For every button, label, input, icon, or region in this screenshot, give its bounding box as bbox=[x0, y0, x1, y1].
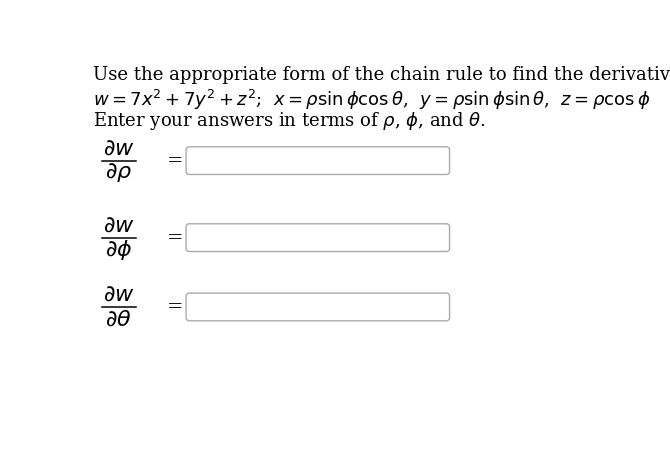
Text: $\partial \theta$: $\partial \theta$ bbox=[105, 308, 132, 330]
Text: =: = bbox=[167, 151, 184, 170]
Text: =: = bbox=[167, 229, 184, 247]
Text: $\partial \rho$: $\partial \rho$ bbox=[105, 161, 132, 185]
Text: $\partial w$: $\partial w$ bbox=[103, 284, 135, 306]
Text: $w = 7x^2 + 7y^2 + z^2$;  $x = \rho \sin \phi \cos \theta$,  $y = \rho \sin \phi: $w = 7x^2 + 7y^2 + z^2$; $x = \rho \sin … bbox=[93, 88, 651, 111]
FancyBboxPatch shape bbox=[186, 224, 450, 252]
Text: Enter your answers in terms of $\rho$, $\phi$, and $\theta$.: Enter your answers in terms of $\rho$, $… bbox=[93, 110, 486, 132]
FancyBboxPatch shape bbox=[186, 147, 450, 174]
FancyBboxPatch shape bbox=[186, 293, 450, 321]
Text: $\partial w$: $\partial w$ bbox=[103, 214, 135, 236]
Text: Use the appropriate form of the chain rule to find the derivatives.: Use the appropriate form of the chain ru… bbox=[93, 66, 670, 84]
Text: =: = bbox=[167, 298, 184, 316]
Text: $\partial w$: $\partial w$ bbox=[103, 137, 135, 159]
Text: $\partial \phi$: $\partial \phi$ bbox=[105, 238, 133, 262]
